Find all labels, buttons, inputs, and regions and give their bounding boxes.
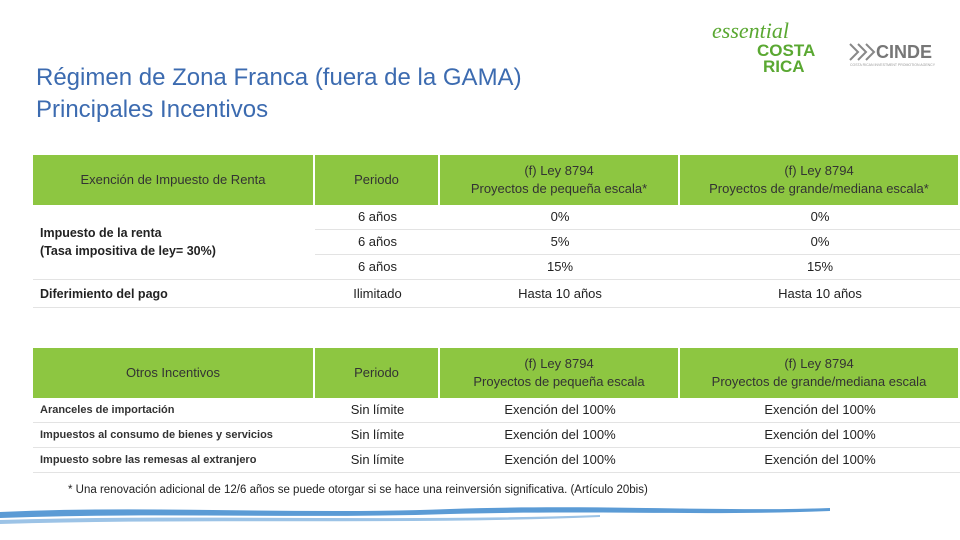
cell-text: 5%	[550, 234, 570, 249]
footnote: * Una renovación adicional de 12/6 años …	[68, 484, 648, 496]
table-cell: Diferimiento del pago	[33, 280, 315, 308]
cell-text: Exención de Impuesto de Renta	[80, 172, 266, 187]
title-line: Principales Incentivos	[36, 96, 269, 123]
cell-text: (f) Ley 8794	[524, 356, 594, 371]
table-cell: Impuestos al consumo de bienes y servici…	[33, 423, 315, 448]
header-cell: (f) Ley 8794 Proyectos de grande/mediana …	[680, 348, 960, 398]
cell-text: Impuesto de la renta	[40, 226, 162, 240]
cell-text: Impuestos al consumo de bienes y servici…	[40, 429, 273, 441]
logo-tagline: COSTA RICAN INVESTMENT PROMOTION AGENCY	[850, 63, 936, 67]
cell-text: Proyectos de grande/mediana escala*	[709, 181, 929, 196]
header-cell: Periodo	[315, 348, 440, 398]
cell-text: 0%	[810, 209, 830, 224]
cell-text: Sin límite	[350, 452, 405, 467]
table-cell: 5%	[440, 230, 680, 255]
slide-title: Régimen de Zona Franca (fuera de la GAMA…	[36, 62, 522, 126]
table-cell: 0%	[680, 205, 960, 230]
table-cell: Hasta 10 años	[680, 280, 960, 308]
table-cell: Aranceles de importación	[33, 398, 315, 423]
group-cell: Impuesto de la renta (Tasa impositiva de …	[33, 205, 315, 280]
cell-text: Proyectos de pequeña escala	[473, 374, 645, 389]
header-cell: Periodo	[315, 155, 440, 205]
logo-cinde-mark	[849, 43, 876, 61]
table-cell: Exención del 100%	[680, 423, 960, 448]
cell-text: (f) Ley 8794	[784, 163, 854, 178]
table-cell: 0%	[440, 205, 680, 230]
cell-text: Proyectos de pequeña escala*	[470, 181, 648, 196]
cell-text: Exención del 100%	[504, 427, 616, 442]
table-cell: Sin límite	[315, 448, 440, 473]
table-cell: 6 años	[315, 230, 440, 255]
header-cell: (f) Ley 8794 Proyectos de pequeña escala*	[440, 155, 680, 205]
logo-essential: essential	[712, 18, 789, 43]
cell-text: Hasta 10 años	[778, 285, 862, 301]
cell-text: Hasta 10 años	[518, 285, 602, 301]
table-cell: 0%	[680, 230, 960, 255]
cell-text: Sin límite	[350, 427, 405, 442]
table-cell: Ilimitado	[315, 280, 440, 308]
cell-text: Exención del 100%	[504, 402, 616, 417]
cell-text: Exención del 100%	[504, 452, 616, 467]
table-cell: 6 años	[315, 255, 440, 280]
cell-text: (Tasa impositiva de ley= 30%)	[40, 244, 216, 258]
cell-text: Exención del 100%	[764, 402, 876, 417]
table-cell: 15%	[440, 255, 680, 280]
cell-text: (f) Ley 8794	[524, 163, 594, 178]
header-cell: Exención de Impuesto de Renta	[33, 155, 315, 205]
wave	[0, 515, 600, 524]
table-cell: Impuesto sobre las remesas al extranjero	[33, 448, 315, 473]
cell-text: Proyectos de grande/mediana escala	[711, 374, 927, 389]
table-cell: Hasta 10 años	[440, 280, 680, 308]
cell-text: Aranceles de importación	[40, 404, 175, 416]
table-cell: Sin límite	[315, 398, 440, 423]
table-cell: Exención del 100%	[680, 448, 960, 473]
title-line: Régimen de Zona Franca (fuera de la GAMA…	[36, 64, 522, 91]
wave	[0, 507, 830, 518]
table-cell: Sin límite	[315, 423, 440, 448]
logo-costa: COSTA	[757, 41, 815, 60]
table-cell: Exención del 100%	[440, 448, 680, 473]
header-cell: (f) Ley 8794 Proyectos de grande/mediana …	[680, 155, 960, 205]
table-cell: Exención del 100%	[680, 398, 960, 423]
cell-text: Ilimitado	[353, 285, 402, 301]
cell-text: 15%	[806, 259, 834, 274]
cell-text: Sin límite	[350, 402, 405, 417]
cell-text: 6 años	[357, 209, 398, 224]
cell-text: Impuesto sobre las remesas al extranjero	[40, 454, 257, 466]
cell-text: Periodo	[354, 365, 399, 380]
cell-text: Diferimiento del pago	[40, 286, 168, 301]
cell-text: Exención del 100%	[764, 427, 876, 442]
table-cell: 6 años	[315, 205, 440, 230]
logo-cinde: CINDE	[876, 42, 932, 62]
table-cell: Exención del 100%	[440, 398, 680, 423]
cell-text: 6 años	[357, 234, 398, 249]
cell-text: 15%	[546, 259, 574, 274]
cell-text: 6 años	[357, 259, 398, 274]
cell-text: Periodo	[354, 172, 399, 187]
logo-rica: RICA	[763, 57, 805, 76]
cell-text: (f) Ley 8794	[784, 356, 854, 371]
cell-text: Exención del 100%	[764, 452, 876, 467]
table-cell: Exención del 100%	[440, 423, 680, 448]
cell-text: Otros Incentivos	[126, 365, 220, 380]
cell-text: 0%	[550, 209, 570, 224]
table-cell: 15%	[680, 255, 960, 280]
cell-text: 0%	[810, 234, 830, 249]
header-cell: (f) Ley 8794 Proyectos de pequeña escala	[440, 348, 680, 398]
header-cell: Otros Incentivos	[33, 348, 315, 398]
